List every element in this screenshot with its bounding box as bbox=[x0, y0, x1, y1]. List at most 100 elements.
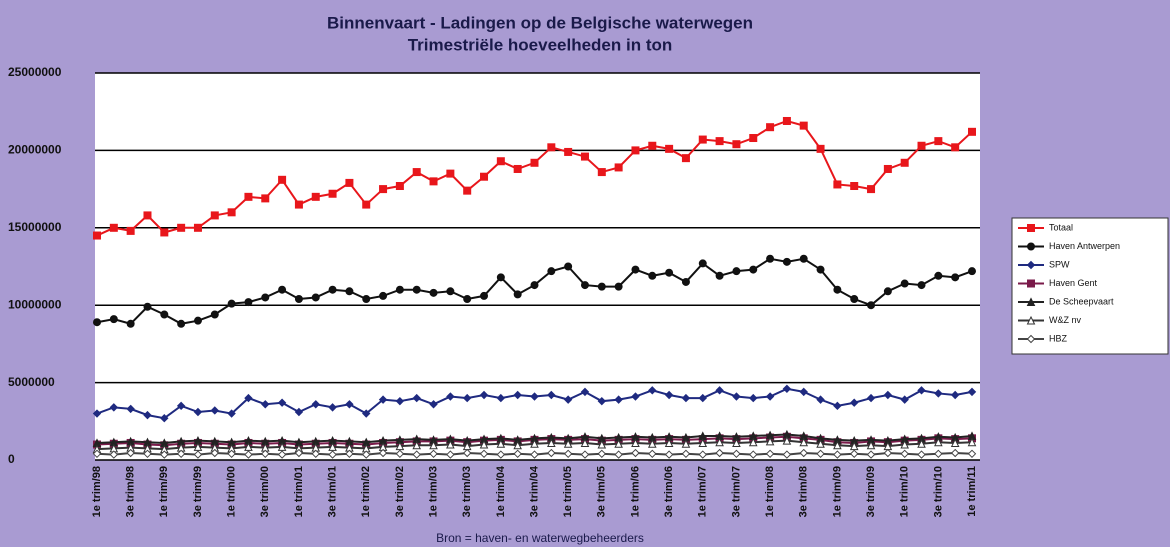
x-tick-label: 3e trim/10 bbox=[932, 466, 944, 517]
marker bbox=[732, 438, 741, 447]
marker bbox=[715, 137, 724, 146]
marker bbox=[227, 409, 236, 418]
marker bbox=[631, 392, 640, 401]
x-tick-label: 1e trim/11 bbox=[966, 466, 978, 517]
marker bbox=[917, 386, 926, 395]
x-tick-label: 1e trim/09 bbox=[831, 466, 843, 517]
marker bbox=[210, 211, 219, 220]
marker bbox=[934, 437, 943, 447]
marker bbox=[92, 409, 102, 418]
x-tick-label: 3e trim/08 bbox=[798, 466, 810, 517]
marker bbox=[917, 141, 926, 150]
y-tick-label: 10000000 bbox=[8, 297, 62, 311]
marker bbox=[429, 288, 438, 297]
marker bbox=[513, 449, 522, 459]
legend-label: HBZ bbox=[1049, 333, 1068, 343]
marker bbox=[193, 407, 203, 417]
marker bbox=[867, 185, 876, 194]
marker bbox=[513, 390, 522, 400]
marker bbox=[732, 449, 741, 459]
x-tick-label: 1e trim/03 bbox=[427, 466, 439, 517]
marker bbox=[883, 448, 893, 458]
marker bbox=[143, 449, 152, 459]
marker bbox=[681, 439, 691, 448]
marker bbox=[900, 449, 909, 459]
marker bbox=[765, 449, 775, 459]
marker bbox=[143, 302, 152, 311]
marker bbox=[446, 287, 455, 296]
marker bbox=[328, 403, 337, 412]
marker bbox=[412, 393, 421, 403]
marker bbox=[496, 450, 506, 459]
marker bbox=[580, 281, 589, 290]
marker bbox=[463, 186, 472, 195]
marker bbox=[210, 448, 219, 458]
marker bbox=[564, 262, 573, 271]
marker bbox=[395, 396, 405, 406]
x-tick-label: 1e trim/04 bbox=[495, 465, 507, 517]
marker bbox=[227, 208, 236, 217]
marker bbox=[412, 450, 421, 459]
marker bbox=[665, 144, 674, 153]
marker bbox=[799, 448, 808, 458]
marker bbox=[109, 450, 119, 459]
marker bbox=[446, 169, 455, 178]
legend-label: W&Z nv bbox=[1049, 315, 1082, 325]
marker bbox=[244, 450, 253, 459]
marker bbox=[816, 395, 825, 404]
marker bbox=[446, 450, 455, 459]
marker bbox=[379, 185, 388, 194]
marker bbox=[648, 271, 657, 280]
marker bbox=[193, 450, 203, 459]
marker bbox=[109, 403, 119, 412]
marker bbox=[698, 450, 707, 459]
marker bbox=[597, 439, 607, 449]
marker bbox=[664, 390, 674, 400]
marker bbox=[210, 310, 219, 319]
x-tick-label: 3e trim/98 bbox=[125, 466, 137, 517]
marker bbox=[950, 438, 960, 447]
marker bbox=[513, 440, 522, 450]
marker bbox=[530, 392, 539, 401]
x-tick-label: 3e trim/00 bbox=[259, 466, 271, 517]
marker bbox=[311, 192, 320, 201]
marker bbox=[631, 438, 640, 447]
marker bbox=[648, 449, 657, 459]
marker bbox=[93, 231, 101, 240]
marker bbox=[496, 439, 506, 448]
marker bbox=[93, 318, 101, 327]
marker bbox=[530, 158, 539, 167]
marker bbox=[950, 448, 960, 458]
marker bbox=[160, 310, 169, 319]
marker bbox=[951, 273, 960, 282]
marker bbox=[143, 410, 152, 420]
legend-label: Totaal bbox=[1049, 222, 1073, 232]
x-tick-label: 1e trim/98 bbox=[91, 466, 103, 517]
marker bbox=[328, 442, 337, 451]
marker bbox=[597, 396, 607, 406]
marker bbox=[311, 449, 320, 459]
marker bbox=[480, 291, 489, 300]
marker bbox=[951, 143, 960, 152]
marker bbox=[328, 450, 337, 459]
marker bbox=[429, 400, 438, 409]
marker bbox=[833, 440, 842, 450]
marker bbox=[749, 265, 758, 274]
marker bbox=[311, 293, 320, 302]
legend-marker bbox=[1027, 224, 1035, 232]
marker bbox=[631, 448, 640, 458]
marker bbox=[479, 449, 489, 459]
marker bbox=[362, 200, 371, 209]
marker bbox=[563, 395, 573, 404]
marker bbox=[160, 228, 169, 237]
marker bbox=[294, 200, 303, 209]
marker bbox=[109, 315, 118, 324]
marker bbox=[698, 135, 707, 144]
marker bbox=[968, 267, 976, 276]
marker bbox=[580, 152, 589, 161]
x-tick-label: 1e trim/01 bbox=[293, 466, 305, 517]
marker bbox=[900, 158, 909, 167]
marker bbox=[177, 319, 186, 328]
marker bbox=[563, 439, 573, 448]
marker bbox=[715, 448, 724, 458]
